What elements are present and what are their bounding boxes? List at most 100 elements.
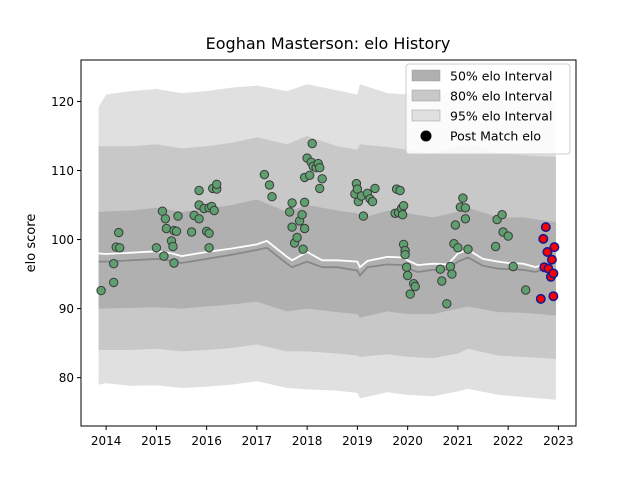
data-point [109,277,119,288]
data-point [442,299,452,309]
y-tick-label: 110 [51,164,74,178]
band-50 [98,199,556,318]
legend-label: 95% elo Interval [450,109,552,124]
data-point [370,183,380,194]
data-point [299,223,310,234]
data-point [287,198,297,208]
data-point [397,210,408,220]
data-point [508,261,518,272]
legend-box [405,63,571,155]
x-tick-label: 2018 [292,434,323,448]
legend-label: Post Match elo [450,129,541,144]
data-point [395,185,405,196]
data-point [204,228,214,239]
data-point [109,259,119,269]
data-point [401,262,412,272]
data-point [115,243,125,253]
x-tick-label: 2020 [392,434,423,448]
recent-data-point [542,247,553,258]
data-point [292,232,302,243]
data-point [352,184,363,194]
data-point [305,170,315,181]
data-point [450,220,461,230]
data-point [259,169,270,180]
data-point [194,185,204,196]
data-point [497,210,507,220]
mean-line [98,239,557,271]
data-point [435,264,445,274]
y-tick-label: 80 [59,371,74,385]
data-point [463,244,473,254]
x-tick-label: 2017 [242,434,273,448]
data-point [402,270,413,281]
recent-data-point [546,254,557,265]
data-point [186,227,197,237]
data-point [398,201,409,211]
data-point [447,269,457,279]
data-point [267,192,277,202]
plot-frame [80,59,577,427]
data-point [169,258,179,268]
x-tick-label: 2016 [191,434,222,448]
data-point [453,243,463,253]
data-point [460,203,471,213]
data-point [114,227,124,238]
data-point [96,285,106,296]
data-point [358,211,369,221]
x-tick-label: 2023 [543,434,574,448]
data-point [317,174,327,184]
data-point [400,250,410,260]
legend-swatch [411,69,441,82]
data-point [460,214,471,224]
data-point [212,179,222,190]
data-point [297,210,307,220]
data-point [151,243,162,253]
data-point [437,276,447,286]
recent-data-point [548,268,559,279]
data-point [298,244,308,254]
recent-data-point [540,222,551,233]
median-line [98,246,557,278]
data-point [194,214,204,224]
x-tick-label: 2021 [443,434,474,448]
data-point [503,231,513,241]
data-point [315,183,325,194]
recent-data-point [548,291,559,302]
data-point [490,241,501,252]
data-point [161,223,172,234]
y-tick-label: 100 [51,233,74,247]
y-tick-label: 120 [51,95,74,109]
y-tick-label: 90 [59,302,74,316]
x-axis: 2014 2015 2016 2017 2018 2019 2020 2021 2022 2023 [91,426,574,448]
data-point [284,207,295,217]
legend: 50% elo Interval 80% elo Interval 95% elo … [405,63,571,155]
data-point [410,281,420,292]
chart-title: Eoghan Masterson: elo History [206,34,451,53]
x-tick-label: 2014 [91,434,122,448]
data-point [315,163,325,173]
data-point [159,251,169,261]
data-point [204,243,214,253]
data-point [405,289,415,299]
data-point [307,138,317,149]
y-axis: 80 90 100 110 120 [51,95,81,385]
data-point [171,226,182,237]
x-tick-label: 2019 [342,434,373,448]
recent-data-point [549,242,560,253]
legend-swatch [411,89,441,102]
data-point [160,214,171,224]
data-point [458,193,468,203]
recent-data-point [535,293,546,304]
x-tick-label: 2022 [493,434,524,448]
data-point [168,241,178,252]
legend-marker [420,130,432,142]
data-point [299,197,310,208]
y-axis-label: elo score [24,214,39,273]
data-point [287,222,297,232]
legend-label: 50% elo Interval [450,69,552,84]
x-tick-label: 2015 [141,434,172,448]
data-point [173,211,183,221]
plot-area [96,84,560,400]
data-point [367,196,378,207]
